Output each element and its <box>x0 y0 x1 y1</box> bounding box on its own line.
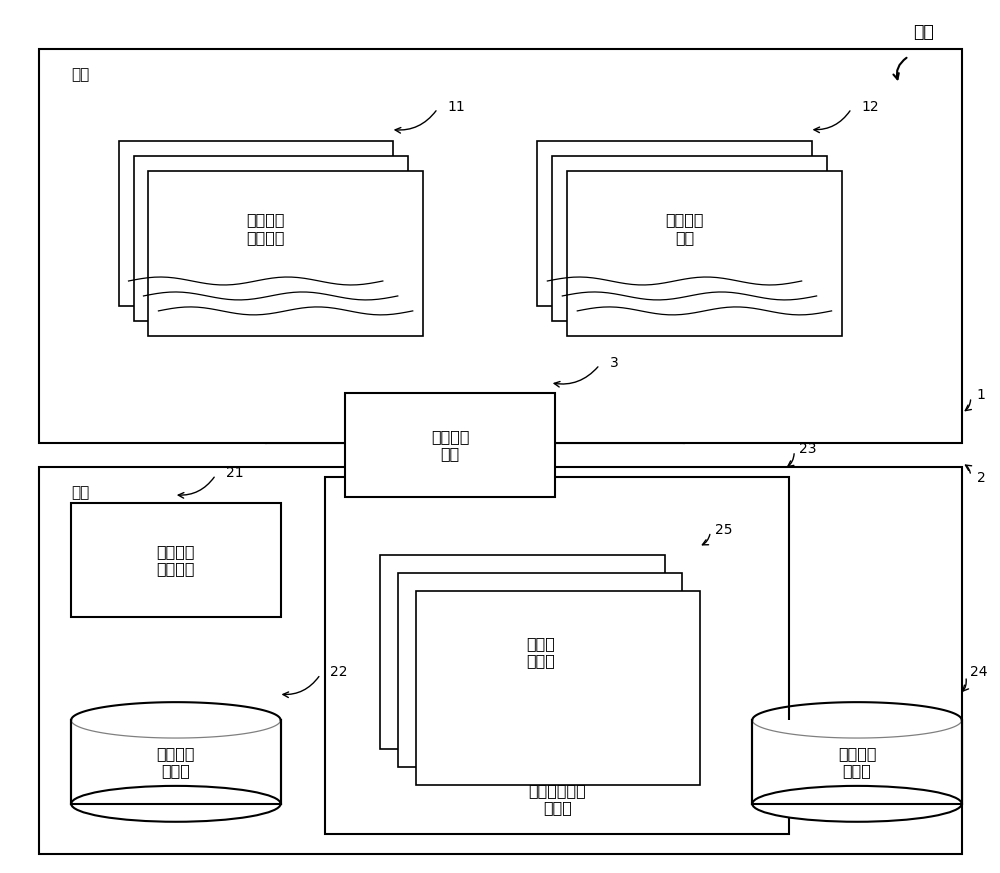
Text: 分组转发
装置: 分组转发 装置 <box>431 429 469 461</box>
Bar <box>119 141 393 306</box>
Bar <box>537 141 812 306</box>
Bar <box>134 156 408 321</box>
Ellipse shape <box>71 786 281 821</box>
Bar <box>567 171 842 336</box>
Text: 22: 22 <box>330 665 348 679</box>
Text: 分析对象
网站: 分析对象 网站 <box>665 212 704 244</box>
Text: 1: 1 <box>977 388 986 402</box>
Text: 2: 2 <box>977 471 985 485</box>
Text: 24: 24 <box>970 665 987 679</box>
Text: 漏洞信息
发布网站: 漏洞信息 发布网站 <box>246 212 285 244</box>
Ellipse shape <box>752 786 962 821</box>
Text: 分析信息
数据库: 分析信息 数据库 <box>838 746 876 778</box>
Text: 浏览器
模拟器: 浏览器 模拟器 <box>526 636 555 668</box>
Bar <box>416 590 700 785</box>
Text: 21: 21 <box>226 466 243 480</box>
Text: 3: 3 <box>610 355 618 370</box>
Bar <box>148 171 423 336</box>
Text: 网络: 网络 <box>71 485 89 500</box>
Bar <box>71 720 281 804</box>
Text: 系统: 系统 <box>913 24 934 41</box>
Bar <box>380 554 665 749</box>
Text: 漏洞信息
收集装置: 漏洞信息 收集装置 <box>157 544 195 576</box>
Text: 11: 11 <box>448 100 465 113</box>
Bar <box>71 503 281 617</box>
Bar <box>39 49 962 443</box>
Text: 12: 12 <box>861 100 879 113</box>
Text: 浏览器模拟器
管理器: 浏览器模拟器 管理器 <box>528 782 586 815</box>
Text: 23: 23 <box>799 442 817 456</box>
Text: 网络: 网络 <box>71 67 89 82</box>
Bar <box>552 156 827 321</box>
Bar <box>325 477 789 834</box>
Bar <box>39 467 962 854</box>
Bar <box>752 720 962 804</box>
Bar <box>345 393 555 498</box>
Text: 25: 25 <box>715 523 733 537</box>
Text: 漏洞信息
数据库: 漏洞信息 数据库 <box>157 746 195 778</box>
Bar <box>398 573 682 767</box>
